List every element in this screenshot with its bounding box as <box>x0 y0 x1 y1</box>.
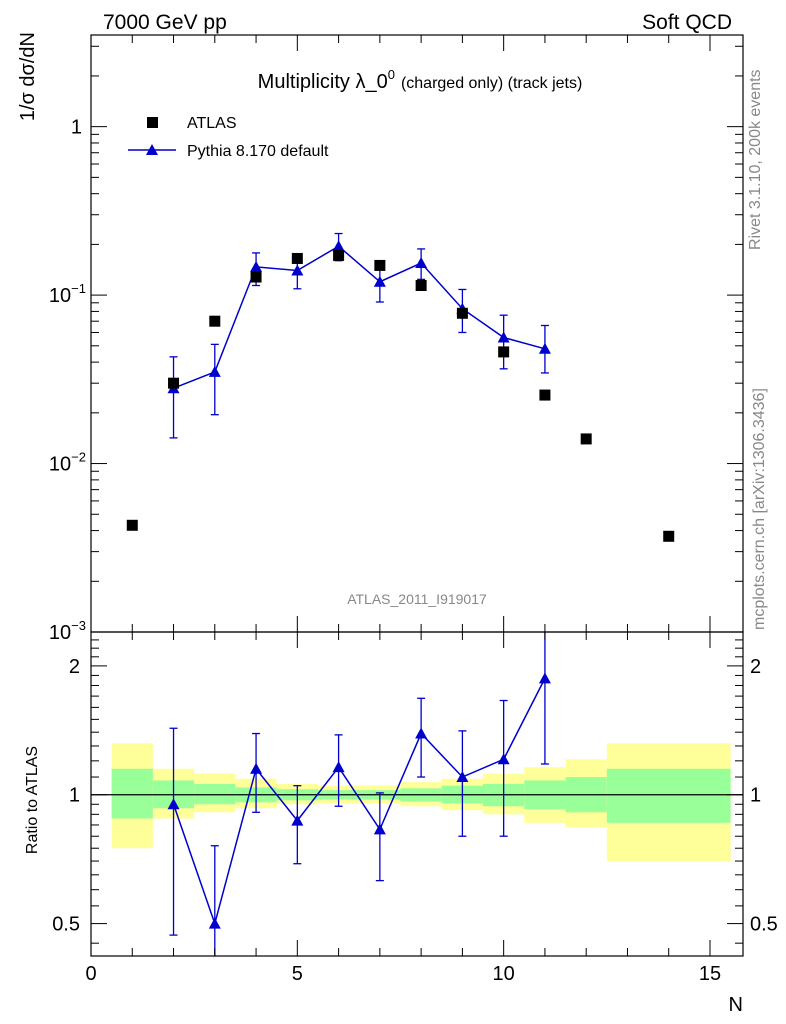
chart-title-suffix: (charged only) (track jets) <box>401 75 582 92</box>
mcplots-label: mcplots.cern.ch [arXiv:1306.3436] <box>751 388 768 630</box>
mc-point <box>415 257 428 269</box>
y-tick-label: 1 <box>71 117 82 139</box>
atlas-point <box>291 252 303 264</box>
legend-atlas-label: ATLAS <box>187 115 237 132</box>
legend-pythia-label: Pythia 8.170 default <box>187 143 329 160</box>
atlas-point <box>209 315 221 327</box>
uncertainty-band-inner <box>111 768 153 819</box>
ratio-y-tick-label-right: 0.5 <box>750 914 778 936</box>
mc-point <box>538 342 551 354</box>
mc-point <box>497 331 510 343</box>
atlas-point <box>250 271 262 283</box>
legend-pythia-marker <box>146 144 158 155</box>
y-tick-label: 10−3 <box>49 618 86 644</box>
rivet-label: Rivet 3.1.10, 200k events <box>747 69 764 250</box>
mc-point <box>250 260 263 272</box>
uncertainty-band-inner <box>606 768 731 823</box>
y-tick-label: 10−1 <box>49 281 86 307</box>
ratio-point <box>415 727 428 739</box>
mc-point <box>291 264 304 276</box>
ratio-point <box>208 917 221 929</box>
chart-title-main: Multiplicity λ_0 <box>258 71 388 93</box>
energy-label: 7000 GeV pp <box>103 11 227 34</box>
uncertainty-band-inner <box>194 783 236 805</box>
ratio-panel: 0.5 0.5 1 1 2 2 0 5 10 15 Ratio to ATLAS N <box>24 631 778 1016</box>
ratio-point <box>538 672 551 684</box>
mc-series-line <box>173 245 546 389</box>
atlas-point <box>663 530 675 542</box>
atlas-point <box>415 280 427 292</box>
ratio-point <box>167 798 180 810</box>
category-label: Soft QCD <box>642 11 732 34</box>
atlas-point <box>126 519 138 531</box>
ratio-y-axis-label: Ratio to ATLAS <box>24 746 41 854</box>
ratio-y-tick-label: 1 <box>69 785 80 807</box>
ratio-y-tick-label-right: 2 <box>750 656 761 678</box>
ratio-point <box>456 771 469 783</box>
legend: ATLAS Pythia 8.170 default <box>128 115 329 160</box>
analysis-watermark: ATLAS_2011_I919017 <box>347 591 487 607</box>
mc-point <box>332 240 345 252</box>
main-panel: Multiplicity λ_00 (charged only) (track j… <box>17 32 744 644</box>
ratio-series-line <box>172 678 546 927</box>
ratio-y-tick-label: 0.5 <box>52 914 80 936</box>
mc-point <box>373 275 386 287</box>
chart-title: Multiplicity λ_00 (charged only) (track j… <box>258 67 583 93</box>
ratio-point <box>497 753 510 765</box>
legend-atlas-marker <box>147 117 158 128</box>
x-tick-label: 5 <box>292 963 303 985</box>
y-tick-label: 10−2 <box>49 450 86 476</box>
atlas-point <box>456 307 468 319</box>
x-axis-label: N <box>729 994 743 1016</box>
atlas-point <box>539 389 551 401</box>
atlas-point <box>333 249 345 261</box>
mc-point <box>208 365 221 377</box>
atlas-point <box>168 377 180 389</box>
ratio-point <box>332 761 345 773</box>
ratio-point <box>373 823 386 835</box>
atlas-point <box>498 346 510 358</box>
atlas-point <box>374 259 386 271</box>
ratio-point <box>250 762 263 774</box>
ratio-frame <box>90 631 744 957</box>
y-axis-label: 1/σ dσ/dN <box>17 32 39 121</box>
x-tick-label: 10 <box>493 963 515 985</box>
atlas-point <box>580 433 592 445</box>
x-tick-label: 15 <box>699 963 721 985</box>
ratio-y-tick-label-right: 1 <box>750 785 761 807</box>
ratio-point <box>291 814 304 826</box>
chart-title-sup: 0 <box>388 67 395 82</box>
ratio-y-tick-label: 2 <box>69 656 80 678</box>
x-tick-label: 0 <box>85 963 96 985</box>
